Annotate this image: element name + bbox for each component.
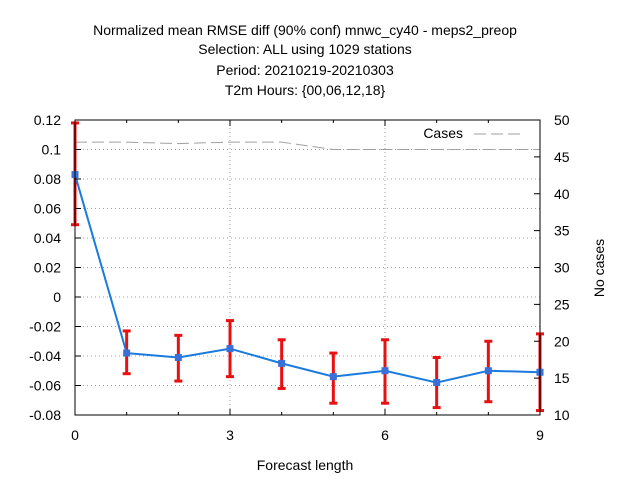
- x-tick-label: 9: [536, 427, 544, 443]
- y-tick-label: 0.04: [34, 230, 61, 246]
- chart-title-line1: Normalized mean RMSE diff (90% conf) mnw…: [93, 22, 517, 38]
- y-tick-label: 0.02: [34, 260, 61, 276]
- rmse-point: [329, 373, 337, 381]
- y-tick-label: 0.08: [34, 171, 61, 187]
- x-tick-label: 3: [226, 427, 234, 443]
- rmse-series: [71, 171, 544, 387]
- chart-title-line2: Selection: ALL using 1029 stations: [198, 41, 412, 57]
- cases-series: [75, 141, 540, 150]
- y2-tick-label: 40: [554, 186, 570, 202]
- legend-label: Cases: [423, 125, 463, 141]
- rmse-point: [226, 345, 234, 353]
- x-tick-label: 0: [71, 427, 79, 443]
- chart-title-line3: Period: 20210219-20210303: [216, 62, 394, 78]
- y2-tick-label: 45: [554, 149, 570, 165]
- x-axis-ticks: 0 3 6 9: [71, 120, 544, 443]
- y2-tick-label: 35: [554, 223, 570, 239]
- rmse-point: [484, 367, 492, 375]
- y-tick-label: -0.08: [29, 407, 61, 423]
- chart-title-line4: T2m Hours: {00,06,12,18}: [225, 82, 386, 98]
- y2-tick-label: 50: [554, 112, 570, 128]
- cases-line: [75, 141, 540, 150]
- y2-tick-label: 30: [554, 260, 570, 276]
- y-tick-label: -0.02: [29, 319, 61, 335]
- y-axis-ticks: -0.08 -0.06 -0.04 -0.02 0 0.02 0.04 0.06 0.08 0.1…: [29, 112, 81, 423]
- rmse-point: [381, 367, 389, 375]
- rmse-point: [123, 349, 131, 357]
- error-bars: [71, 121, 544, 413]
- y2-tick-label: 15: [554, 370, 570, 386]
- y-tick-label: 0.12: [34, 112, 61, 128]
- rmse-point: [174, 353, 182, 361]
- x-tick-label: 6: [381, 427, 389, 443]
- x-axis-label: Forecast length: [257, 457, 354, 473]
- y2-axis-label: No cases: [591, 239, 607, 297]
- rmse-point: [278, 359, 286, 367]
- y2-tick-label: 20: [554, 333, 570, 349]
- y-tick-label: 0: [53, 289, 61, 305]
- y2-axis-ticks: 10 15 20 25 30 35 40 45 50: [534, 112, 570, 423]
- y-tick-label: 0.06: [34, 201, 61, 217]
- rmse-point: [433, 379, 441, 387]
- grid: [75, 120, 540, 415]
- y2-tick-label: 10: [554, 407, 570, 423]
- rmse-line: [74, 174, 541, 384]
- y-tick-label: 0.1: [42, 142, 62, 158]
- y2-tick-label: 25: [554, 296, 570, 312]
- y-tick-label: -0.06: [29, 378, 61, 394]
- y-tick-label: -0.04: [29, 348, 61, 364]
